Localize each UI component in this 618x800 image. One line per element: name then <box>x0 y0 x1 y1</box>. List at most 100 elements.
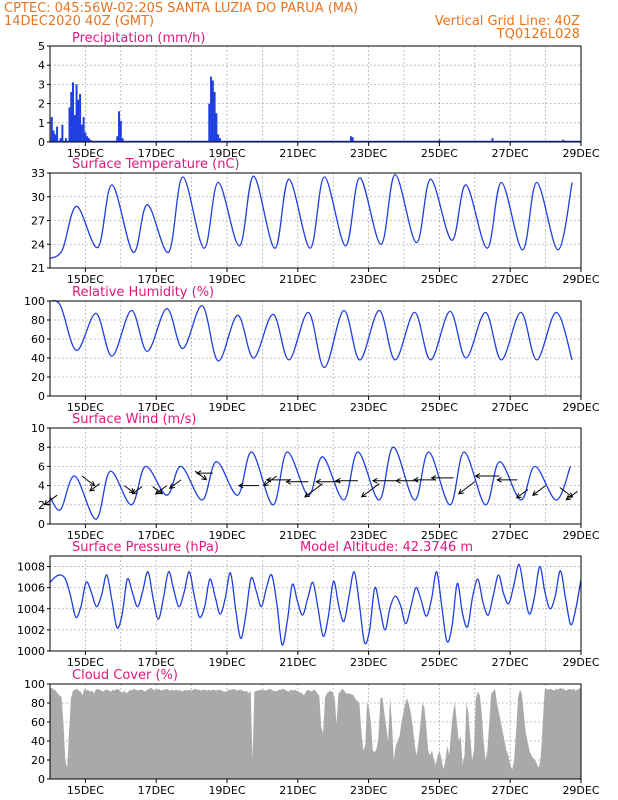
precip-bar <box>80 124 83 142</box>
humid-panel: Relative Humidity (%) 0 20 40 60 80 100 15DEC 17… <box>24 285 600 414</box>
wind-arrow-head <box>334 477 341 484</box>
humid-xtick-label: 15DEC <box>67 401 104 414</box>
header-grid-note: Vertical Grid Line: 40Z <box>435 14 580 29</box>
precip-ytick-label: 2 <box>38 98 45 111</box>
humid-ytick-label: 40 <box>31 352 45 365</box>
wind-arrow-shaft <box>304 483 323 498</box>
precip-bar <box>72 82 75 142</box>
wind-speed-line <box>49 446 572 520</box>
temp-ytick-label: 33 <box>31 167 45 180</box>
wind-arrow-head <box>89 480 96 487</box>
temperature-line <box>49 173 573 260</box>
wind-arrow-shaft <box>516 489 529 499</box>
cloud-ytick-label: 40 <box>31 735 45 748</box>
wind-arrow-head <box>201 474 208 481</box>
wind-arrow-head <box>265 477 272 483</box>
wind-xtick-label: 27DEC <box>492 529 529 542</box>
wind-arrow-head <box>496 477 502 483</box>
precip-xtick-label: 21DEC <box>279 147 316 160</box>
press-xtick-label: 27DEC <box>492 656 529 669</box>
wind-arrow-head <box>565 495 572 501</box>
precip-ytick-label: 0 <box>38 136 45 149</box>
precip-xtick-label: 23DEC <box>350 147 387 160</box>
press-xtick-label: 29DEC <box>562 656 599 669</box>
temp-panel: Surface Temperature (nC) 21 24 27 30 33 15DEC 1… <box>31 157 600 286</box>
humid-ytick-label: 20 <box>31 371 45 384</box>
precip-bar <box>210 76 213 142</box>
humid-xtick-label: 19DEC <box>208 401 245 414</box>
precip-bar <box>59 138 62 142</box>
precip-xtick-label: 15DEC <box>67 147 104 160</box>
precip-bar <box>56 126 59 142</box>
wind-arrow-head <box>395 477 401 484</box>
wind-arrow-shaft <box>458 481 476 495</box>
precip-ytick-label: 5 <box>38 40 45 53</box>
temp-ytick-label: 21 <box>31 262 45 275</box>
wind-arrow <box>81 475 96 487</box>
wind-arrow <box>565 490 578 501</box>
wind-arrow <box>124 485 135 494</box>
precip-bar <box>208 103 211 142</box>
precip-bar <box>79 94 82 142</box>
wind-ytick-label: 4 <box>38 480 45 493</box>
precip-bar <box>54 134 57 142</box>
press-ytick-label: 1002 <box>17 624 45 637</box>
wind-arrow <box>195 470 213 476</box>
header-model: TQ0126L028 <box>496 27 580 42</box>
wind-ytick-label: 2 <box>38 499 45 512</box>
humid-ytick-label: 100 <box>24 295 45 308</box>
press-xtick-label: 25DEC <box>421 656 458 669</box>
wind-arrow-head <box>430 475 437 481</box>
precip-bar <box>211 80 214 142</box>
humid-xtick-label: 29DEC <box>562 401 599 414</box>
wind-arrow-shaft <box>169 479 182 489</box>
precip-xtick-label: 27DEC <box>492 147 529 160</box>
press-panel: Surface Pressure (hPa) Model Altitude: 42… <box>17 540 600 669</box>
wind-xtick-label: 25DEC <box>421 529 458 542</box>
temp-ytick-label: 30 <box>31 191 45 204</box>
precip-bar <box>213 92 216 142</box>
press-xtick-label: 17DEC <box>138 656 175 669</box>
press-xtick-label: 21DEC <box>279 656 316 669</box>
wind-arrow-head <box>89 486 95 492</box>
precip-bar <box>87 138 90 142</box>
cloud-xtick-label: 25DEC <box>421 784 458 797</box>
humid-xtick-label: 21DEC <box>279 401 316 414</box>
precip-bar <box>121 138 124 142</box>
humid-xtick-label: 23DEC <box>350 401 387 414</box>
wind-frame <box>49 427 582 525</box>
header-date: 14DEC2020 40Z (GMT) <box>4 14 154 29</box>
cloud-ytick-label: 60 <box>31 716 45 729</box>
wind-arrow <box>304 483 323 498</box>
wind-ytick-label: 10 <box>31 422 45 435</box>
wind-arrow <box>265 477 291 483</box>
wind-arrow-head <box>315 478 321 485</box>
wind-arrow-head <box>195 470 202 476</box>
cloud-xtick-label: 29DEC <box>562 784 599 797</box>
precip-bar <box>64 138 67 142</box>
precip-bar <box>61 124 64 142</box>
wind-arrow-head <box>168 483 175 489</box>
wind-arrow-shaft <box>132 486 143 495</box>
wind-arrow <box>371 477 397 484</box>
precip-bar <box>491 138 494 142</box>
cloud-ytick-label: 80 <box>31 697 45 710</box>
precip-bar <box>118 111 121 142</box>
precip-panel: Precipitation (mm/h) 0 1 2 3 4 5 15DEC 17DEC 19DE… <box>38 31 600 160</box>
humid-title: Relative Humidity (%) <box>72 285 214 300</box>
wind-arrow-head <box>285 478 292 485</box>
cloud-xtick-label: 19DEC <box>208 784 245 797</box>
wind-ytick-label: 6 <box>38 460 45 473</box>
precip-xtick-label: 29DEC <box>562 147 599 160</box>
wind-arrow <box>285 478 309 485</box>
wind-arrow <box>412 477 436 483</box>
precip-bar <box>50 117 53 142</box>
wind-xtick-label: 23DEC <box>350 529 387 542</box>
press-frame <box>49 555 582 652</box>
press-ytick-label: 1004 <box>17 603 45 616</box>
humid-ytick-label: 80 <box>31 314 45 327</box>
press-ytick-label: 1000 <box>17 645 45 658</box>
wind-arrow <box>496 477 518 483</box>
wind-arrow <box>237 482 259 489</box>
